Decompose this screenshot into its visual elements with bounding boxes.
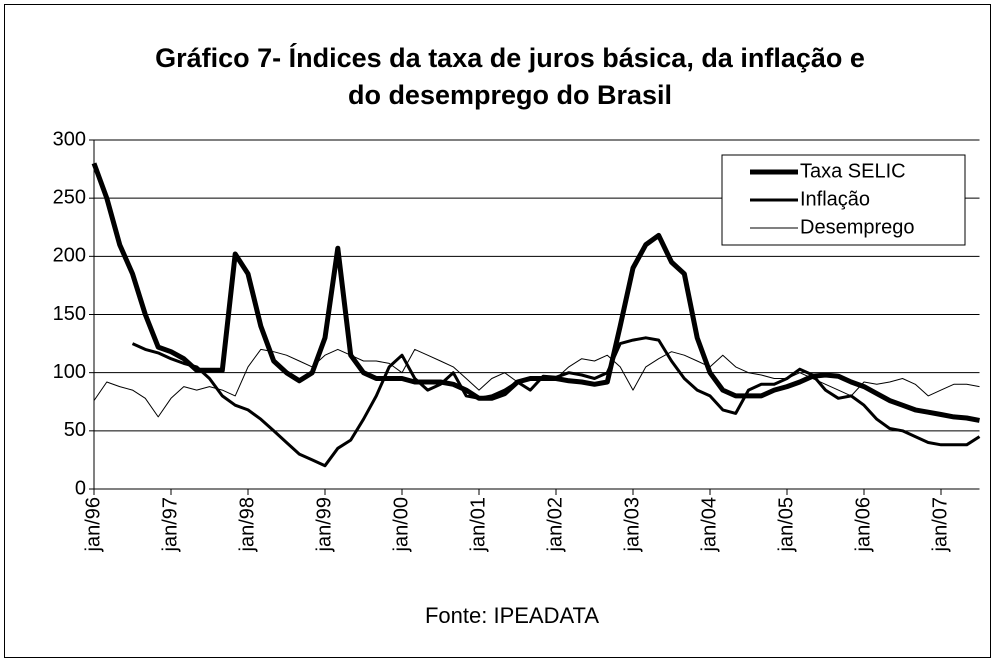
series-line xyxy=(93,348,980,418)
x-tick-label: jan/06 xyxy=(852,497,874,553)
x-tick-label: jan/05 xyxy=(775,497,797,553)
chart-title: Gráfico 7- Índices da taxa de juros bási… xyxy=(155,43,865,110)
y-tick-label: 100 xyxy=(53,361,86,383)
x-tick-label: jan/03 xyxy=(621,497,643,553)
y-tick-label: 50 xyxy=(64,419,86,441)
x-tick-label: jan/00 xyxy=(390,497,412,553)
y-tick-label: 0 xyxy=(75,477,86,499)
y-tick-label: 200 xyxy=(53,245,86,267)
y-tick-label: 300 xyxy=(53,128,86,150)
legend-label: Taxa SELIC xyxy=(800,160,906,182)
x-tick-label: jan/02 xyxy=(544,497,566,553)
source: Fonte: IPEADATA xyxy=(425,603,599,628)
x-tick-label: jan/99 xyxy=(313,497,335,553)
legend: Taxa SELIC Inflação Desemprego xyxy=(721,154,966,246)
legend-label: Desemprego xyxy=(800,216,915,238)
x-tick-label: jan/97 xyxy=(159,497,181,553)
x-tick-label: jan/01 xyxy=(467,497,489,553)
legend-label: Inflação xyxy=(800,188,870,210)
x-tick-label: jan/96 xyxy=(82,497,104,553)
x-tick-label: jan/98 xyxy=(236,497,258,553)
y-tick-label: 250 xyxy=(53,186,86,208)
x-tick-label: jan/07 xyxy=(929,497,951,553)
x-tick-label: jan/04 xyxy=(698,497,720,553)
series-line xyxy=(131,336,981,468)
frame xyxy=(4,4,991,658)
y-tick-label: 150 xyxy=(53,303,86,325)
